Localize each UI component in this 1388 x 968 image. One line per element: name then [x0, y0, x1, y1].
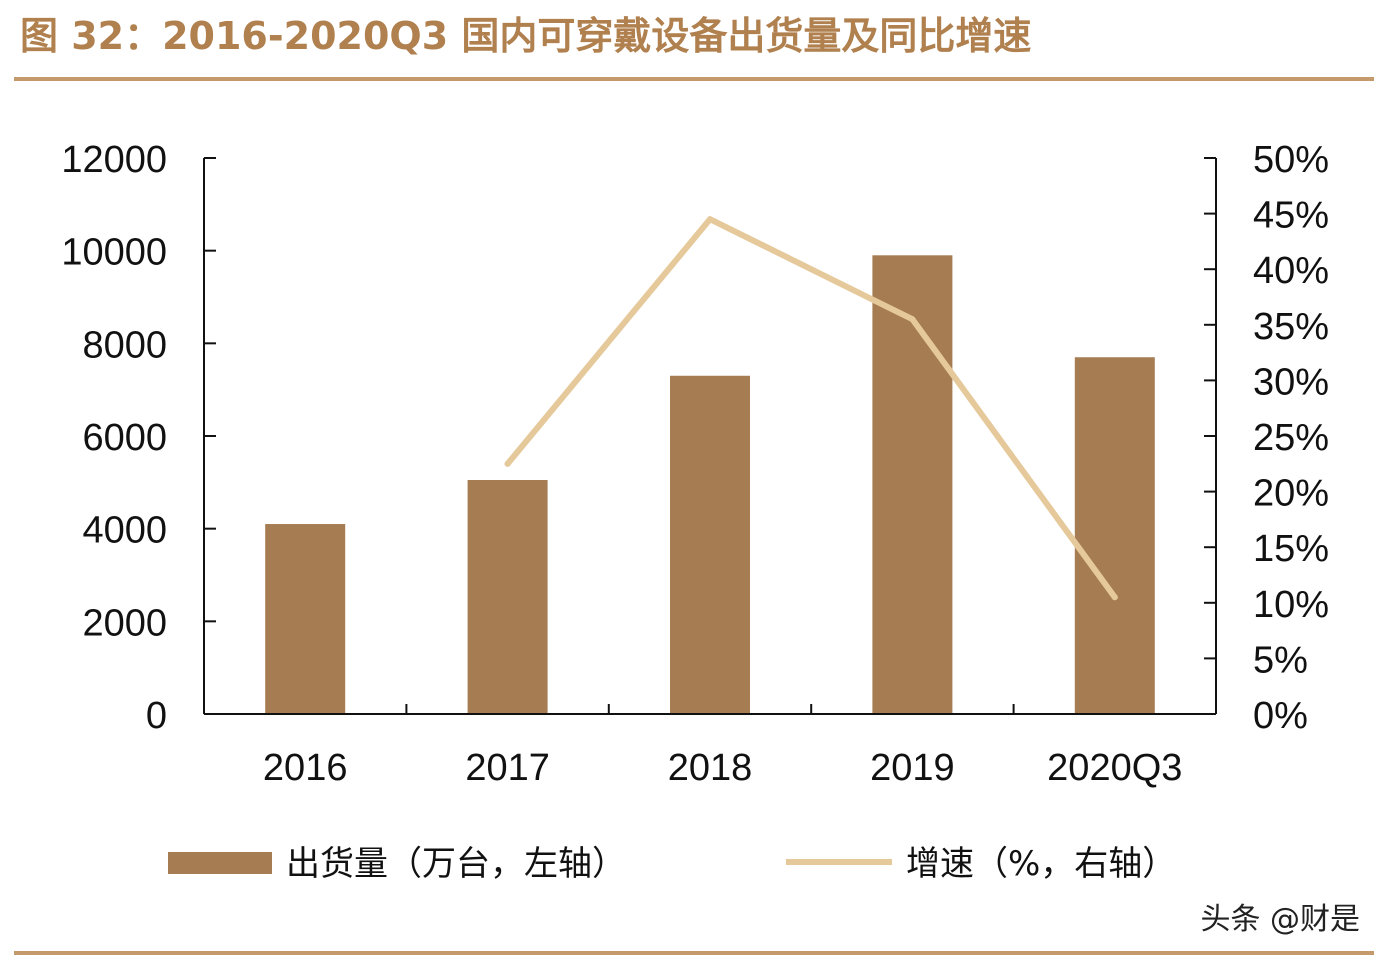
- legend-swatch-bar: [168, 852, 272, 874]
- y-right-tick-label: 25%: [1253, 417, 1329, 459]
- y-right-tick-label: 35%: [1253, 306, 1329, 348]
- y-right-tick-label: 20%: [1253, 473, 1329, 515]
- footer-rule: [14, 951, 1374, 955]
- x-tick-label: 2017: [465, 747, 550, 789]
- y-left-tick-label: 0: [146, 695, 167, 737]
- legend-label-line: 增速（%，右轴）: [906, 844, 1176, 884]
- bar-2016: [265, 524, 346, 714]
- bar-2020Q3: [1074, 357, 1155, 714]
- growth-point-2: [909, 316, 916, 323]
- bar-2019: [872, 255, 953, 715]
- y-left-tick-label: 12000: [61, 139, 167, 181]
- y-right-tick-label: 0%: [1253, 695, 1308, 737]
- y-left-tick-label: 8000: [82, 324, 167, 366]
- x-tick-label: 2018: [668, 747, 753, 789]
- x-tick-label: 2016: [263, 747, 348, 789]
- y-right-tick-label: 30%: [1253, 361, 1329, 403]
- y-right-tick-label: 50%: [1253, 139, 1329, 181]
- y-left-tick-label: 2000: [82, 602, 167, 644]
- growth-point-1: [707, 216, 713, 223]
- growth-point-0: [504, 460, 511, 467]
- x-tick-label: 2019: [870, 747, 955, 789]
- y-left-tick-label: 10000: [61, 232, 167, 274]
- chart-title: 图 32：2016-2020Q3 国内可穿戴设备出货量及同比增速: [20, 14, 1032, 58]
- y-left-tick-label: 4000: [82, 510, 167, 552]
- title-rule: [14, 77, 1374, 81]
- watermark: 头条 @财是: [1200, 902, 1360, 937]
- bar-2018: [670, 375, 750, 714]
- y-right-tick-label: 5%: [1253, 639, 1308, 681]
- growth-line: [504, 216, 1118, 601]
- x-tick-label: 2020Q3: [1047, 747, 1182, 789]
- y-right-tick-label: 15%: [1253, 528, 1329, 570]
- growth-point-3: [1111, 594, 1118, 601]
- y-right-tick-label: 45%: [1253, 195, 1329, 237]
- y-left-tick-label: 6000: [82, 417, 167, 459]
- legend-label-bar: 出货量（万台，左轴）: [286, 844, 626, 884]
- y-right-tick-label: 10%: [1253, 584, 1329, 626]
- bar-2017: [467, 480, 548, 714]
- y-right-tick-label: 40%: [1253, 250, 1329, 292]
